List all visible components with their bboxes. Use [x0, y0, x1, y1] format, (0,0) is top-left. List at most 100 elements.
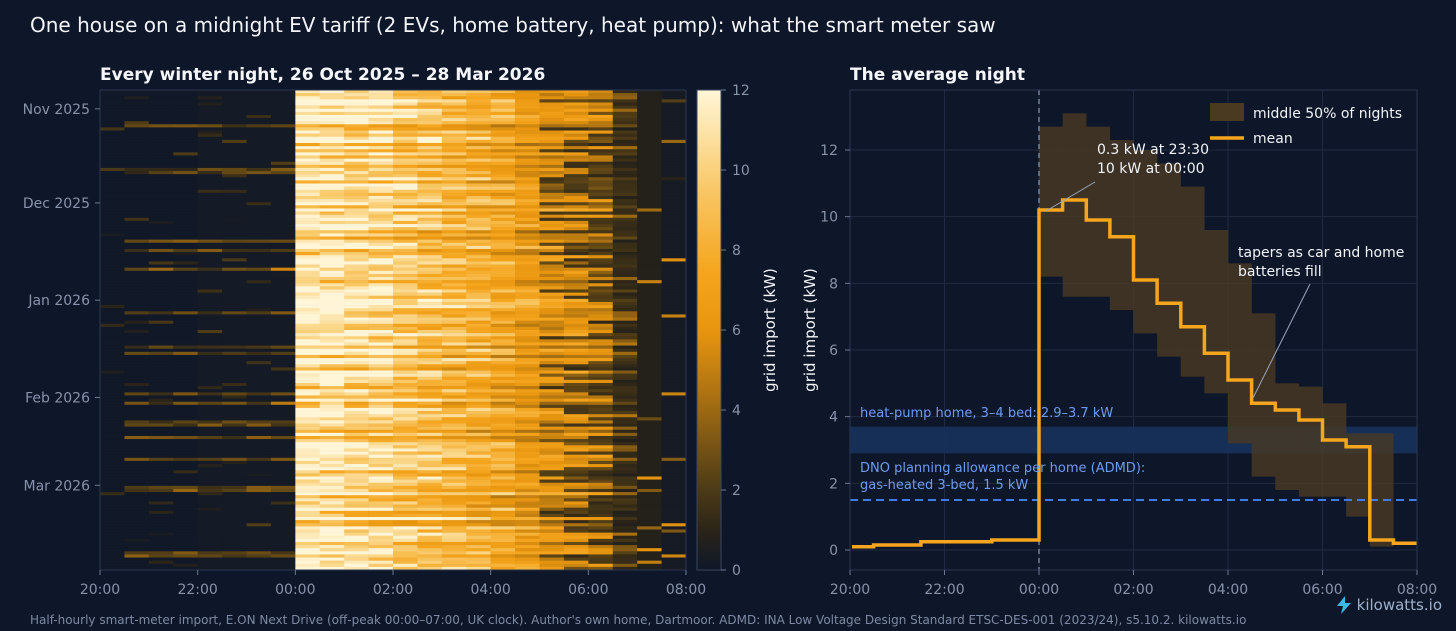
heatmap-cell: [295, 339, 321, 343]
heatmap-cell: [270, 426, 296, 431]
heatmap-cell: [637, 376, 662, 381]
heatmap-cell: [270, 495, 296, 499]
heatmap-cell: [417, 227, 443, 231]
heatmap-cell: [466, 361, 491, 365]
heatmap-cell: [612, 563, 638, 568]
heatmap-cell: [588, 532, 614, 537]
heatmap-cell: [637, 392, 662, 396]
heatmap-cell: [417, 270, 443, 275]
heatmap-cell: [100, 239, 125, 244]
heatmap-cell: [637, 467, 662, 471]
heatmap-cell: [148, 532, 174, 537]
heatmap-cell: [661, 541, 686, 546]
heatmap-cell: [563, 358, 589, 362]
heatmap-cell: [661, 426, 686, 431]
heatmap-cell: [344, 298, 369, 303]
heatmap-cell: [344, 488, 369, 493]
heatmap-cell: [246, 498, 272, 502]
heatmap-cell: [417, 171, 443, 175]
brand[interactable]: kilowatts.io: [1336, 596, 1442, 614]
heatmap-cell: [588, 407, 614, 412]
heatmap-cell: [612, 277, 638, 281]
heatmap-cell: [124, 93, 150, 97]
heatmap-cell: [441, 208, 467, 212]
heatmap-cell: [197, 348, 223, 353]
heatmap-cell: [100, 501, 125, 505]
heatmap-cell: [393, 224, 418, 228]
heatmap-cell: [246, 417, 272, 421]
heatmap-cell: [173, 411, 198, 415]
heatmap-cell: [515, 563, 540, 568]
heatmap-cell: [246, 376, 272, 381]
heatmap-cell: [246, 133, 272, 138]
heatmap-cell: [441, 152, 467, 156]
heatmap-cell: [637, 267, 662, 272]
heatmap-cell: [197, 136, 223, 141]
heatmap-cell: [295, 373, 321, 378]
heatmap-cell: [539, 460, 565, 465]
heatmap-cell: [222, 498, 247, 502]
heatmap-cell: [197, 186, 223, 191]
heatmap-cell: [588, 435, 614, 440]
heatmap-cell: [637, 526, 662, 530]
heatmap-cell: [417, 320, 443, 325]
heatmap-cell: [100, 398, 125, 402]
heatmap-cell: [100, 258, 125, 262]
heatmap-cell: [124, 510, 150, 515]
heatmap-cell: [539, 292, 565, 297]
heatmap-cell: [295, 186, 321, 191]
heatmap-cell: [612, 557, 638, 561]
heatmap-cell: [100, 395, 125, 399]
heatmap-cell: [270, 255, 296, 259]
heatmap-cell: [246, 504, 272, 508]
heatmap-cell: [539, 177, 565, 181]
heatmap-cell: [515, 96, 540, 100]
heatmap-cell: [637, 105, 662, 109]
heatmap-cell: [270, 520, 296, 524]
heatmap-cell: [490, 339, 516, 343]
heatmap-cell: [441, 448, 467, 452]
heatmap-cell: [612, 142, 638, 147]
heatmap-cell: [368, 314, 394, 318]
heatmap-cell: [637, 118, 662, 122]
heatmap-cell: [441, 382, 467, 387]
heatmap-cell: [393, 376, 418, 381]
heatmap-cell: [222, 395, 247, 399]
heatmap-cell: [563, 320, 589, 325]
heatmap-cell: [515, 217, 540, 222]
heatmap-cell: [124, 417, 150, 421]
heatmap-cell: [637, 485, 662, 490]
heatmap-cell: [295, 448, 321, 452]
heatmap-cell: [637, 114, 662, 119]
heatmap-cell: [539, 317, 565, 321]
heatmap-cell: [319, 488, 345, 493]
heatmap-cell: [441, 317, 467, 321]
x-tick-label: 00:00: [275, 582, 315, 598]
heatmap-cell: [270, 473, 296, 477]
heatmap-cell: [490, 563, 516, 568]
heatmap-cell: [539, 267, 565, 272]
heatmap-cell: [246, 171, 272, 175]
heatmap-cell: [612, 311, 638, 315]
heatmap-cell: [270, 448, 296, 452]
heatmap-cell: [393, 457, 418, 462]
heatmap-cell: [100, 417, 125, 421]
heatmap-cell: [246, 541, 272, 546]
heatmap-cell: [588, 523, 614, 527]
heatmap-cell: [270, 554, 296, 558]
heatmap-cell: [124, 146, 150, 150]
heatmap-cell: [490, 548, 516, 552]
heatmap-cell: [637, 146, 662, 150]
heatmap-cell: [222, 292, 247, 297]
band-step: [1275, 383, 1300, 490]
heatmap-cell: [246, 183, 272, 187]
heatmap-cell: [563, 330, 589, 334]
heatmap-cell: [197, 174, 223, 178]
heatmap-cell: [368, 164, 394, 169]
heatmap-cell: [588, 470, 614, 474]
heatmap-cell: [344, 370, 369, 374]
heatmap-cell: [563, 233, 589, 237]
heatmap-cell: [124, 245, 150, 250]
heatmap-cell: [197, 345, 223, 349]
heatmap-cell: [515, 445, 540, 449]
